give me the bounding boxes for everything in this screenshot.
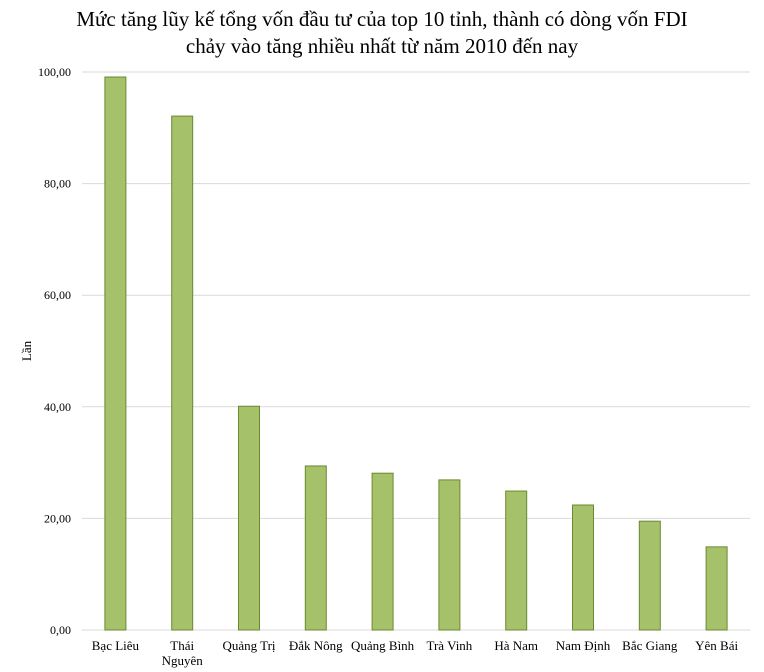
bar xyxy=(171,115,194,631)
x-tick-label: Hà Nam xyxy=(494,638,538,653)
chart-title-line-2: chảy vào tăng nhiều nhất từ năm 2010 đến… xyxy=(185,34,579,58)
x-tick-label: Yên Bái xyxy=(695,638,738,653)
x-tick-label: Thái xyxy=(170,638,194,653)
y-tick-label: 60,00 xyxy=(44,288,71,302)
bar xyxy=(572,504,594,631)
bar xyxy=(238,405,260,631)
bar xyxy=(304,465,327,631)
x-tick-label: Nguyên xyxy=(162,653,204,668)
y-tick-label: 0,00 xyxy=(50,623,71,637)
bar xyxy=(371,472,394,631)
x-tick-label: Đắk Nông xyxy=(289,638,343,653)
y-tick-label: 20,00 xyxy=(44,511,71,525)
x-tick-label: Trà Vinh xyxy=(426,638,472,653)
x-tick-label: Bắc Giang xyxy=(622,638,678,653)
bar xyxy=(638,520,661,631)
x-tick-label: Nam Định xyxy=(556,638,611,653)
bar xyxy=(505,490,528,631)
x-tick-label: Quảng Trị xyxy=(222,638,275,653)
x-tick-label: Bạc Liêu xyxy=(92,638,140,653)
bar xyxy=(705,546,728,631)
y-tick-label: 40,00 xyxy=(44,400,71,414)
chart-title-line-1: Mức tăng lũy kế tổng vốn đầu tư của top … xyxy=(76,7,688,31)
bar xyxy=(104,76,127,631)
x-tick-label: Quảng Bình xyxy=(351,638,415,653)
y-axis-label: Lần xyxy=(19,340,34,361)
y-tick-label: 80,00 xyxy=(44,177,71,191)
y-tick-label: 100,00 xyxy=(38,65,71,79)
chart-title: Mức tăng lũy kế tổng vốn đầu tư của top … xyxy=(0,6,764,60)
bar xyxy=(438,479,461,631)
